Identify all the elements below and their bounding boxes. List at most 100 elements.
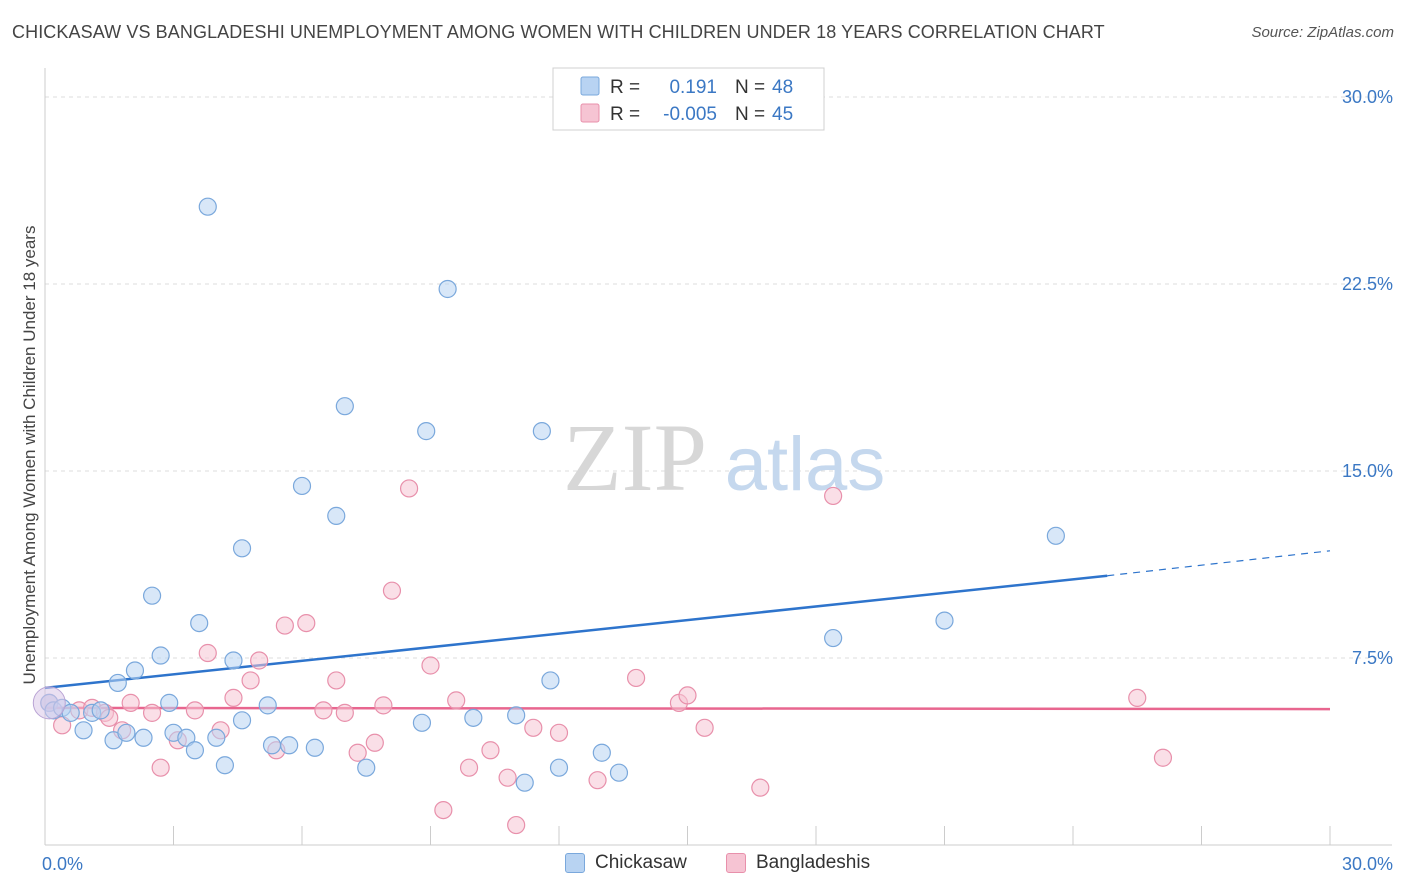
chickasaw-point-36 <box>464 708 483 727</box>
bangladeshi-point-42 <box>751 778 770 797</box>
chickasaw-point-21 <box>215 756 234 775</box>
legend-r-value-chickasaw: 0.191 <box>669 77 717 98</box>
chickasaw-point-19 <box>198 197 217 216</box>
chickasaw-point-13 <box>151 646 170 665</box>
bangladeshi-point-31 <box>459 758 479 777</box>
bangladeshi-point-9 <box>151 758 170 777</box>
bangladeshi-point-23 <box>348 743 367 762</box>
watermark-zip: ZIP <box>563 404 707 511</box>
bangladeshi-point-8 <box>142 703 162 722</box>
y-tick-label-2: 22.5% <box>1342 274 1393 294</box>
bangladeshi-point-33 <box>498 768 517 787</box>
bangladeshi-point-44 <box>1128 688 1147 707</box>
bangladeshi-point-27 <box>399 479 419 498</box>
legend-r-label-bangladeshi: R = <box>610 104 640 125</box>
legend-label-chickasaw: Chickasaw <box>595 852 687 873</box>
chickasaw-point-33 <box>412 713 432 732</box>
chickasaw-point-32 <box>357 758 376 777</box>
chickasaw-point-30 <box>327 506 346 525</box>
legend-item-chickasaw: Chickasaw <box>565 852 687 874</box>
bangladeshi-point-22 <box>335 703 354 722</box>
bangladeshi-point-14 <box>224 688 243 707</box>
legend-item-bangladeshis: Bangladeshis <box>726 852 870 874</box>
legend-swatch-bangladeshis <box>726 853 746 873</box>
legend-stats: R = 0.191 N = 48 R = -0.005 N = 45 <box>552 67 825 131</box>
bangladeshi-point-34 <box>507 815 526 835</box>
bangladeshi-point-25 <box>374 696 393 715</box>
chickasaw-point-43 <box>609 763 629 782</box>
x-tick-label-0: 0.0% <box>42 854 83 874</box>
bangladeshi-point-7 <box>121 693 140 712</box>
bangladeshi-point-15 <box>241 671 260 690</box>
chickasaw-point-4 <box>74 721 93 740</box>
legend-n-value-bangladeshi: 45 <box>772 104 793 125</box>
chickasaw-point-6 <box>91 701 110 720</box>
bangladeshi-point-38 <box>626 668 646 688</box>
bangladeshi-trendline <box>44 706 1331 711</box>
bangladeshi-point-43 <box>824 486 843 506</box>
chickasaw-point-11 <box>134 728 153 747</box>
bangladeshi-point-35 <box>524 718 543 737</box>
chickasaw-point-22 <box>224 651 243 670</box>
chickasaw-point-23 <box>232 711 252 730</box>
chickasaw-point-46 <box>1046 526 1065 545</box>
x-tick-label-1: 30.0% <box>1342 854 1393 874</box>
chickasaw-point-27 <box>280 736 299 755</box>
y-axis-label: Unemployment Among Women with Children U… <box>20 226 39 685</box>
chickasaw-point-17 <box>185 741 205 760</box>
chart-title: CHICKASAW VS BANGLADESHI UNEMPLOYMENT AM… <box>12 22 1105 42</box>
legend-n-label-chickasaw: N = <box>735 77 765 98</box>
chickasaw-point-20 <box>207 728 226 747</box>
chickasaw-point-18 <box>190 613 209 633</box>
bangladeshi-point-20 <box>314 701 333 720</box>
bangladeshi-point-30 <box>447 691 466 710</box>
chickasaw-point-38 <box>515 773 534 792</box>
chickasaw-point-45 <box>935 611 954 630</box>
bangladeshi-point-11 <box>185 701 205 720</box>
legend-r-label-chickasaw: R = <box>610 77 640 98</box>
bangladeshi-point-19 <box>297 613 316 633</box>
legend-stats-swatch-chickasaw <box>580 76 600 96</box>
legend-r-value-bangladeshi: -0.005 <box>663 104 717 125</box>
chickasaw-point-10 <box>125 661 145 680</box>
chickasaw-trendline-extension <box>1107 550 1331 577</box>
bangladeshi-point-12 <box>198 643 217 663</box>
y-tick-label-0: 7.5% <box>1352 648 1393 668</box>
chickasaw-point-16 <box>177 728 196 747</box>
chickasaw-point-41 <box>549 758 569 777</box>
chickasaw-point-26 <box>262 736 282 755</box>
legend-n-value-chickasaw: 48 <box>772 77 793 98</box>
chickasaw-point-35 <box>438 279 457 299</box>
bangladeshi-point-24 <box>365 733 384 752</box>
watermark-atlas: atlas <box>725 422 886 507</box>
bangladeshi-point-32 <box>481 741 500 760</box>
chickasaw-point-29 <box>305 738 324 757</box>
bangladeshi-point-36 <box>549 723 569 742</box>
bangladeshi-point-16 <box>250 651 269 670</box>
bangladeshi-point-29 <box>434 800 453 820</box>
bangladeshi-point-18 <box>275 616 294 635</box>
chickasaw-point-34 <box>417 422 436 441</box>
watermark: ZIP atlas <box>563 404 885 511</box>
chickasaw-point-42 <box>592 743 611 762</box>
chickasaw-trendline <box>44 574 1108 690</box>
bangladeshi-point-40 <box>678 686 697 705</box>
bangladeshi-point-21 <box>327 671 346 690</box>
overlap-point-origin <box>32 686 66 720</box>
chickasaw-point-25 <box>258 696 277 715</box>
chickasaw-point-40 <box>541 671 560 690</box>
legend-n-label-bangladeshi: N = <box>735 104 765 125</box>
chart-source: Source: ZipAtlas.com <box>1251 24 1394 41</box>
bangladeshi-point-28 <box>421 656 440 675</box>
y-tick-label-3: 30.0% <box>1342 87 1393 107</box>
bangladeshi-point-45 <box>1153 748 1173 767</box>
chickasaw-point-31 <box>335 397 354 416</box>
bangladeshi-point-37 <box>588 771 607 790</box>
chickasaw-point-28 <box>292 476 312 496</box>
y-tick-label-1: 15.0% <box>1342 461 1393 481</box>
chickasaw-point-24 <box>232 539 252 558</box>
legend-stats-swatch-bangladeshi <box>580 103 600 123</box>
chickasaw-point-12 <box>142 586 162 605</box>
chickasaw-point-9 <box>117 723 136 742</box>
